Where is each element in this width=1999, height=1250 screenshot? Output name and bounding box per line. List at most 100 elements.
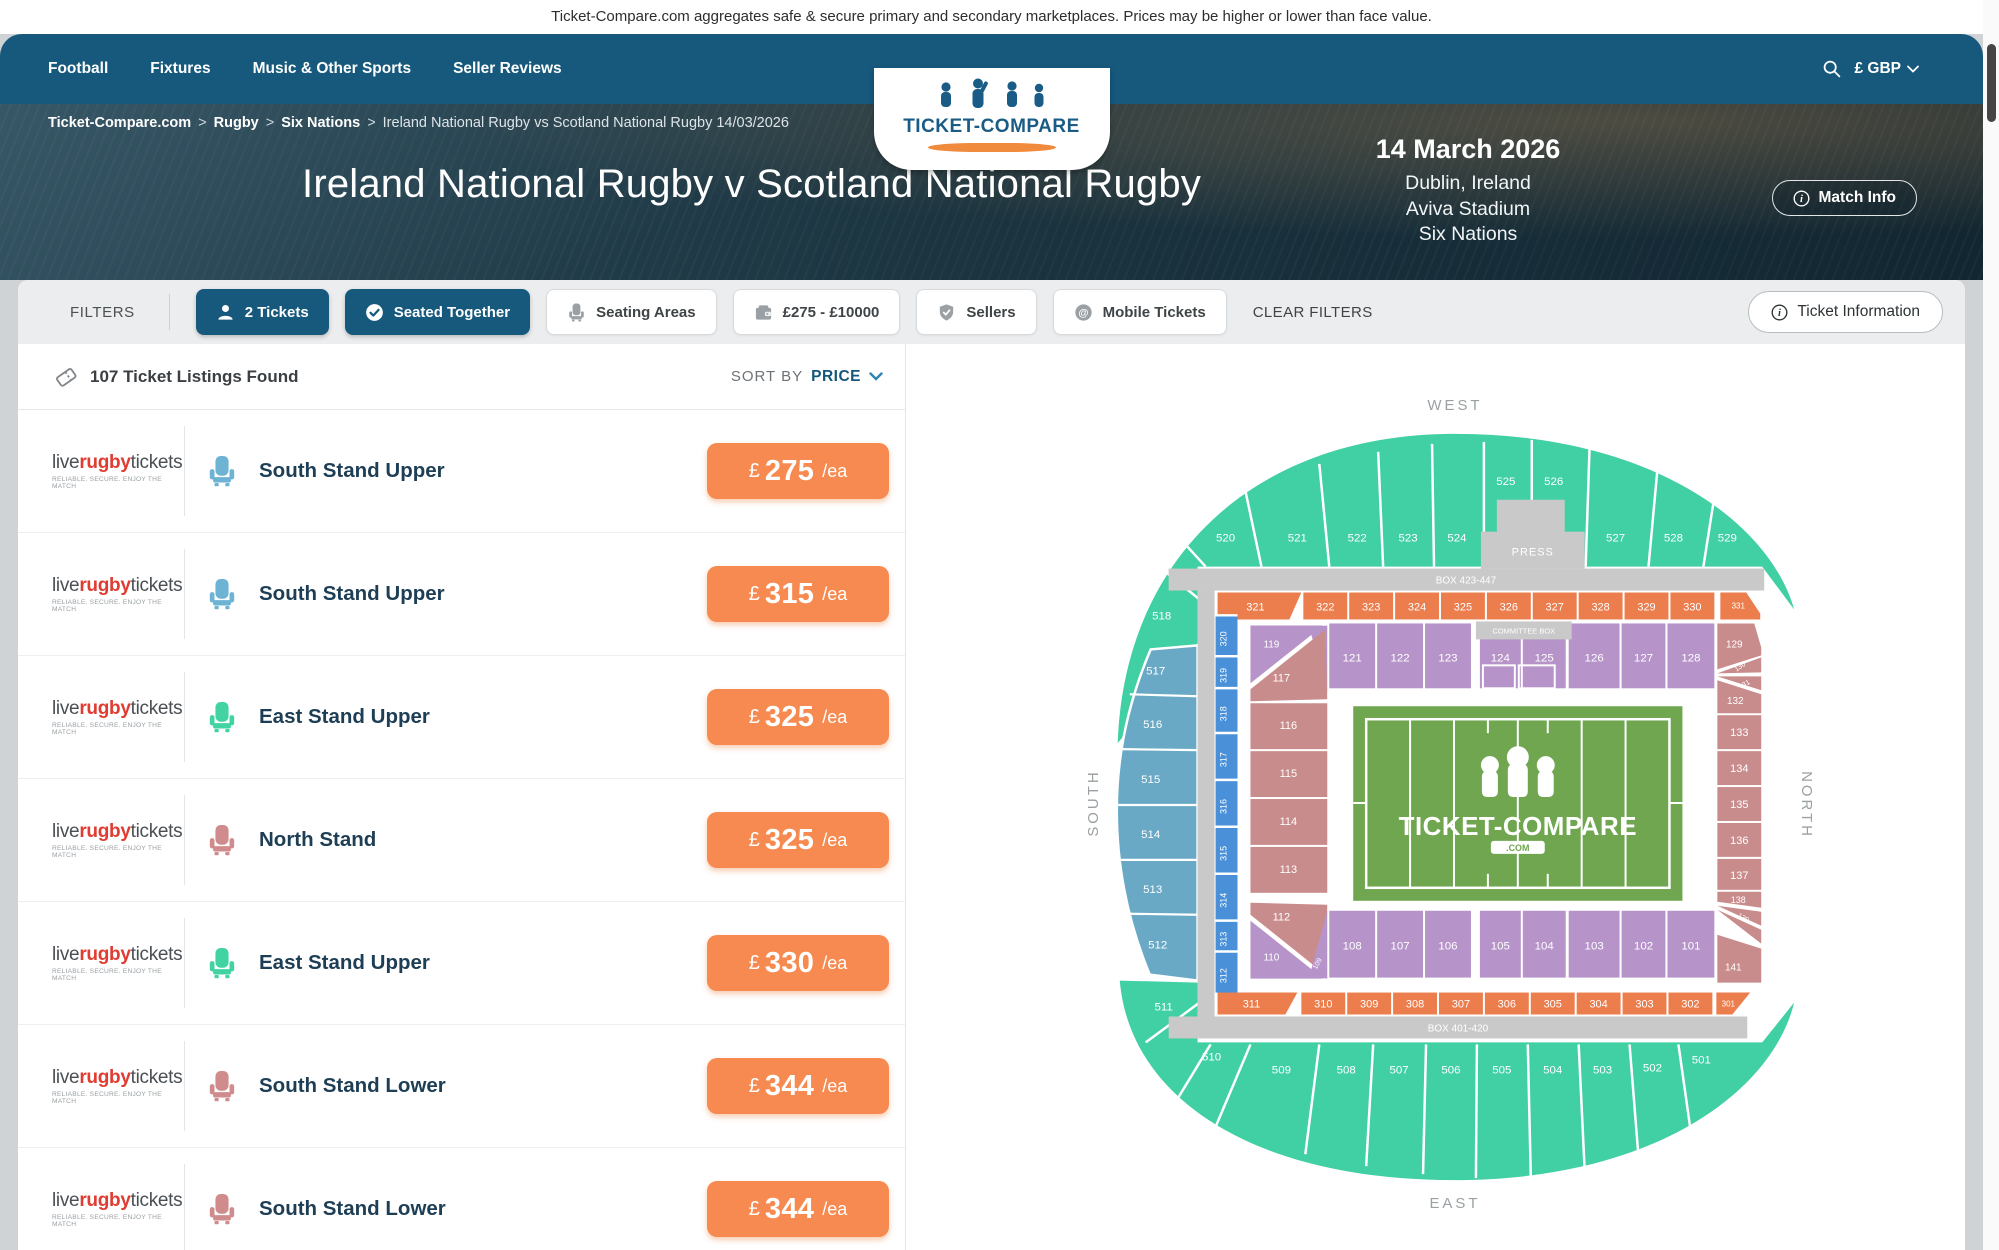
map-section-west-stand[interactable]	[1117, 433, 1795, 744]
listing-row[interactable]: liverugbytickets RELIABLE. SECURE. ENJOY…	[18, 656, 905, 779]
filter-button-2-tickets[interactable]: 2 Tickets	[195, 289, 329, 335]
map-section-112[interactable]	[1250, 902, 1328, 975]
price-button[interactable]: £325/ea	[707, 812, 889, 868]
map-section-326[interactable]	[1486, 592, 1531, 620]
map-section-325[interactable]	[1441, 592, 1485, 620]
map-section-east-stand[interactable]	[1119, 980, 1795, 1181]
map-section-316[interactable]	[1215, 781, 1238, 826]
map-section-317[interactable]	[1215, 734, 1238, 780]
map-section-130[interactable]	[1717, 657, 1762, 674]
listing-row[interactable]: liverugbytickets RELIABLE. SECURE. ENJOY…	[18, 902, 905, 1025]
map-section-127[interactable]	[1621, 623, 1666, 689]
map-section-committee-box[interactable]	[1475, 621, 1572, 640]
ticket-information-button[interactable]: i Ticket Information	[1748, 291, 1943, 333]
map-section-324[interactable]	[1395, 592, 1440, 620]
map-section-302[interactable]	[1668, 992, 1713, 1015]
map-section-313[interactable]	[1215, 921, 1238, 951]
map-section-331[interactable]	[1720, 592, 1761, 620]
map-section-116[interactable]	[1250, 703, 1328, 750]
map-section-109[interactable]	[1309, 910, 1328, 979]
scrollbar-track[interactable]	[1983, 0, 1999, 1250]
site-logo[interactable]: TICKET-COMPARE	[873, 68, 1110, 170]
map-section-138[interactable]	[1717, 891, 1762, 908]
map-section-327[interactable]	[1532, 592, 1577, 620]
map-section-105[interactable]	[1479, 910, 1521, 978]
price-button[interactable]: £344/ea	[707, 1181, 889, 1237]
nav-item-fixtures[interactable]: Fixtures	[150, 60, 211, 77]
map-section-310[interactable]	[1301, 992, 1346, 1015]
map-section-128[interactable]	[1667, 623, 1715, 689]
breadcrumb-link[interactable]: Rugby	[213, 115, 259, 131]
map-section-137[interactable]	[1717, 858, 1762, 890]
map-section-115[interactable]	[1250, 751, 1328, 798]
map-section-129[interactable]	[1717, 623, 1762, 670]
map-section-113[interactable]	[1250, 846, 1328, 893]
map-section-121[interactable]	[1329, 623, 1376, 689]
map-section-south-tier[interactable]	[1115, 644, 1199, 982]
map-section-117[interactable]	[1250, 629, 1328, 702]
map-section-330[interactable]	[1670, 592, 1715, 620]
price-button[interactable]: £330/ea	[707, 935, 889, 991]
nav-item-football[interactable]: Football	[48, 60, 109, 77]
map-section-press[interactable]	[1480, 531, 1585, 569]
nav-item-music-other-sports[interactable]: Music & Other Sports	[252, 60, 412, 77]
sort-control[interactable]: SORT BY PRICE	[731, 368, 883, 386]
map-section-123[interactable]	[1425, 623, 1471, 689]
map-section-134[interactable]	[1717, 751, 1762, 786]
map-section-306[interactable]	[1484, 992, 1529, 1015]
listing-row[interactable]: liverugbytickets RELIABLE. SECURE. ENJOY…	[18, 1025, 905, 1148]
filter-button-sellers[interactable]: Sellers	[916, 289, 1037, 335]
map-section-140[interactable]	[1717, 909, 1762, 944]
map-section-314[interactable]	[1215, 874, 1238, 920]
map-section-108[interactable]	[1329, 910, 1376, 978]
scrollbar-thumb[interactable]	[1987, 44, 1996, 122]
map-section-101[interactable]	[1667, 910, 1715, 978]
map-section-319[interactable]	[1215, 657, 1238, 688]
map-section-119[interactable]	[1250, 625, 1324, 684]
filter-button-seating-areas[interactable]: Seating Areas	[546, 289, 717, 335]
map-section-135[interactable]	[1717, 787, 1762, 821]
map-section-311[interactable]	[1217, 992, 1298, 1015]
listing-row[interactable]: liverugbytickets RELIABLE. SECURE. ENJOY…	[18, 1148, 905, 1250]
price-button[interactable]: £344/ea	[707, 1058, 889, 1114]
filter-button-seated-together[interactable]: Seated Together	[344, 289, 531, 335]
map-section-323[interactable]	[1349, 592, 1394, 620]
breadcrumb-link[interactable]: Ticket-Compare.com	[48, 115, 192, 131]
map-section-102[interactable]	[1621, 910, 1666, 978]
price-button[interactable]: £275/ea	[707, 443, 889, 499]
price-button[interactable]: £325/ea	[707, 689, 889, 745]
map-section-318[interactable]	[1215, 689, 1238, 733]
map-section-328[interactable]	[1578, 592, 1623, 620]
map-section-107[interactable]	[1377, 910, 1424, 978]
map-section-141[interactable]	[1717, 934, 1762, 983]
map-section-133[interactable]	[1717, 715, 1762, 750]
filter-button--275-10000[interactable]: £275 - £10000	[732, 289, 901, 335]
map-section-320[interactable]	[1215, 616, 1238, 656]
price-button[interactable]: £315/ea	[707, 566, 889, 622]
clear-filters-button[interactable]: CLEAR FILTERS	[1252, 303, 1373, 321]
map-section-104[interactable]	[1522, 910, 1566, 978]
listing-row[interactable]: liverugbytickets RELIABLE. SECURE. ENJOY…	[18, 410, 905, 533]
nav-item-seller-reviews[interactable]: Seller Reviews	[453, 60, 562, 77]
breadcrumb-link[interactable]: Six Nations	[281, 115, 361, 131]
map-section-110[interactable]	[1250, 920, 1324, 979]
map-section-321[interactable]	[1217, 592, 1302, 620]
map-section-136[interactable]	[1717, 822, 1762, 857]
map-section-114[interactable]	[1250, 799, 1328, 845]
match-info-button[interactable]: i Match Info	[1771, 180, 1917, 216]
search-icon[interactable]	[1822, 59, 1842, 79]
map-section-322[interactable]	[1303, 592, 1348, 620]
map-section-308[interactable]	[1393, 992, 1438, 1015]
map-section-307[interactable]	[1439, 992, 1483, 1015]
map-section-304[interactable]	[1576, 992, 1621, 1015]
map-section-312[interactable]	[1215, 952, 1238, 993]
map-section-132[interactable]	[1717, 680, 1762, 714]
map-section-131[interactable]	[1717, 676, 1762, 691]
map-section-126[interactable]	[1568, 623, 1620, 689]
map-section-301[interactable]	[1716, 992, 1751, 1015]
map-section-103[interactable]	[1568, 910, 1620, 978]
filter-button-mobile-tickets[interactable]: @ Mobile Tickets	[1052, 289, 1227, 335]
map-section-106[interactable]	[1425, 910, 1471, 978]
listing-row[interactable]: liverugbytickets RELIABLE. SECURE. ENJOY…	[18, 533, 905, 656]
map-section-303[interactable]	[1622, 992, 1667, 1015]
